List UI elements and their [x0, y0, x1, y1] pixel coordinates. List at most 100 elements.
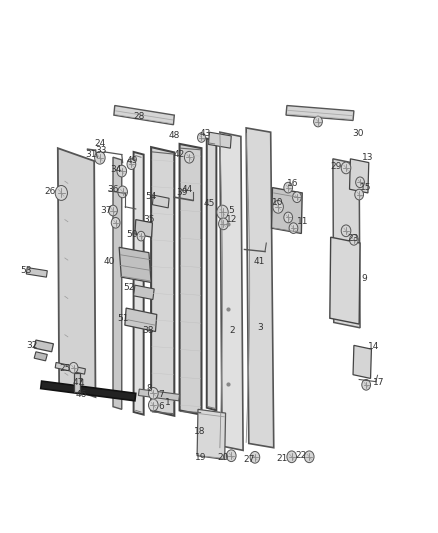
Polygon shape [330, 237, 360, 324]
Polygon shape [74, 373, 80, 392]
Circle shape [284, 182, 293, 193]
Circle shape [219, 218, 228, 230]
Text: 40: 40 [104, 257, 115, 265]
Circle shape [273, 200, 283, 213]
Circle shape [127, 159, 136, 169]
Circle shape [314, 116, 322, 127]
Text: 45: 45 [204, 199, 215, 208]
Text: 35: 35 [143, 215, 155, 224]
Text: 37: 37 [100, 206, 112, 215]
Circle shape [118, 186, 127, 198]
Circle shape [356, 177, 364, 188]
Text: 23: 23 [347, 235, 358, 243]
Circle shape [287, 451, 297, 463]
Text: 43: 43 [199, 129, 211, 138]
Circle shape [350, 235, 358, 245]
Polygon shape [272, 188, 302, 233]
Text: 27: 27 [243, 455, 254, 464]
Text: 19: 19 [195, 453, 206, 462]
Text: 29: 29 [331, 162, 342, 171]
Polygon shape [26, 268, 47, 277]
Text: 1: 1 [165, 398, 171, 407]
Circle shape [109, 205, 117, 216]
Text: 42: 42 [174, 150, 185, 159]
Text: 53: 53 [21, 266, 32, 275]
Text: 24: 24 [94, 140, 106, 148]
Polygon shape [41, 381, 136, 401]
Text: 44: 44 [182, 185, 193, 193]
Text: 4: 4 [78, 379, 84, 388]
Text: 36: 36 [107, 185, 119, 193]
Polygon shape [152, 195, 169, 208]
Polygon shape [113, 157, 122, 409]
Polygon shape [197, 409, 226, 459]
Polygon shape [350, 159, 369, 193]
Text: 33: 33 [95, 146, 106, 155]
Polygon shape [58, 148, 95, 397]
Text: 31: 31 [85, 150, 97, 159]
Text: 17: 17 [373, 378, 385, 387]
Circle shape [284, 212, 293, 223]
Circle shape [289, 223, 298, 233]
Circle shape [184, 151, 194, 163]
Text: 38: 38 [142, 326, 154, 335]
Circle shape [341, 225, 351, 237]
Text: 32: 32 [26, 341, 37, 350]
Polygon shape [151, 147, 174, 416]
Polygon shape [180, 144, 201, 415]
Text: 20: 20 [218, 453, 229, 462]
Circle shape [355, 189, 364, 200]
Text: 11: 11 [297, 217, 308, 225]
Text: 49: 49 [127, 157, 138, 165]
Text: 48: 48 [169, 132, 180, 140]
Text: 2: 2 [230, 326, 235, 335]
Polygon shape [220, 132, 243, 450]
Text: 5: 5 [228, 206, 234, 215]
Text: 16: 16 [287, 180, 298, 188]
Circle shape [111, 217, 120, 228]
Text: 52: 52 [124, 284, 135, 292]
Text: 34: 34 [110, 165, 122, 174]
Polygon shape [34, 340, 53, 352]
Text: 9: 9 [361, 274, 367, 282]
Polygon shape [119, 247, 151, 282]
Polygon shape [34, 352, 47, 361]
Text: 28: 28 [134, 112, 145, 120]
Polygon shape [125, 308, 157, 332]
Circle shape [293, 192, 301, 203]
Text: 25: 25 [59, 365, 71, 373]
Polygon shape [353, 345, 371, 378]
Text: 3: 3 [258, 324, 264, 332]
Text: 6: 6 [158, 402, 164, 410]
Text: 13: 13 [362, 153, 374, 161]
Text: 15: 15 [360, 183, 371, 192]
Polygon shape [286, 106, 354, 120]
Circle shape [117, 165, 127, 177]
Circle shape [226, 450, 236, 462]
Polygon shape [138, 389, 180, 401]
Circle shape [148, 387, 158, 399]
Text: 46: 46 [75, 390, 87, 399]
Circle shape [69, 362, 78, 373]
Polygon shape [134, 152, 144, 415]
Text: 47: 47 [72, 378, 84, 387]
Circle shape [137, 231, 145, 241]
Text: 10: 10 [272, 198, 284, 207]
Text: 21: 21 [277, 454, 288, 463]
Polygon shape [333, 159, 360, 328]
Circle shape [95, 151, 105, 164]
Polygon shape [114, 106, 174, 125]
Text: 39: 39 [176, 189, 187, 197]
Text: 14: 14 [367, 342, 379, 351]
Text: 26: 26 [45, 188, 56, 196]
Text: 12: 12 [226, 215, 237, 224]
Circle shape [198, 133, 205, 142]
Circle shape [341, 162, 351, 174]
Text: 18: 18 [194, 427, 205, 436]
Text: 41: 41 [254, 257, 265, 265]
Circle shape [148, 399, 158, 411]
Text: 22: 22 [296, 451, 307, 460]
Circle shape [304, 451, 314, 463]
Circle shape [250, 451, 260, 463]
Circle shape [362, 379, 371, 390]
